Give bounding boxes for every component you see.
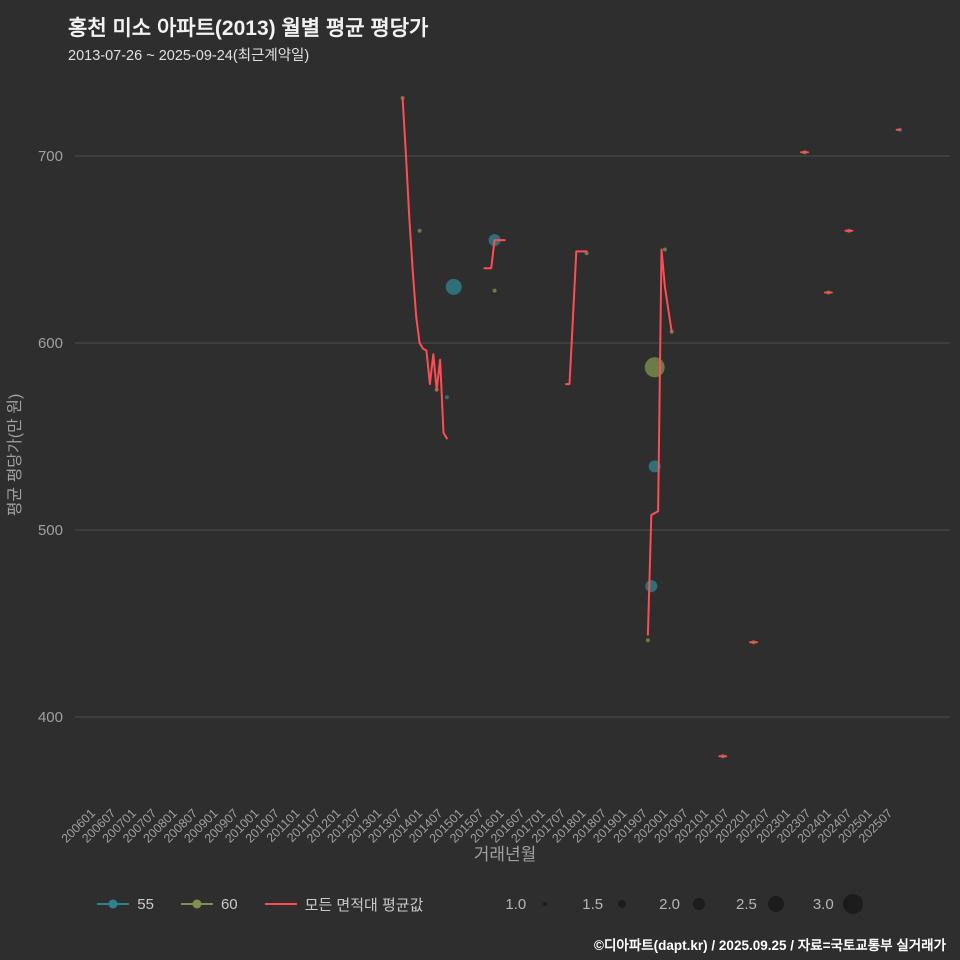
avg-line-segment[interactable] [483,239,506,270]
legend-swatch-icon [264,903,297,905]
size-legend-dot-icon [543,902,548,906]
avg-line-segment[interactable] [401,97,448,440]
legend-swatch-icon [180,899,213,909]
page-title: 홍천 미소 아파트(2013) 월별 평균 평당가 [68,17,429,40]
legend-label: 60 [220,895,238,913]
size-legend-label: 1.0 [505,895,527,913]
legend-item-55[interactable]: 55 [96,896,154,913]
data-point-55[interactable] [645,580,658,593]
data-point-60[interactable] [644,357,665,378]
y-tick-label: 600 [38,335,63,352]
avg-line-segment[interactable] [646,248,673,636]
size-legend-dot-icon [692,898,705,910]
legend-label: 55 [137,895,154,913]
footer-credit: ©디아파트(dapt.kr) / 2025.09.25 / 자료=국토교통부 실… [594,938,946,953]
y-tick-label: 500 [38,522,63,539]
size-legend-item: 3.0 [813,893,864,915]
size-legend-item: 2.5 [736,893,787,915]
size-legend-label: 2.5 [735,895,757,913]
data-point-60[interactable] [645,638,650,643]
size-legend-item: 1.5 [582,893,633,915]
data-point-55[interactable] [444,395,449,400]
size-legend-label: 2.0 [659,895,680,913]
data-point-60[interactable] [662,247,667,252]
y-tick-label: 400 [38,709,63,726]
legend-label: 모든 면적대 평균값 [304,896,424,914]
size-legend-label: 3.0 [812,895,834,913]
size-legend-dot-icon [618,900,627,908]
data-point-60[interactable] [492,288,497,293]
data-point-55[interactable] [445,278,462,295]
size-legend-label: 1.5 [582,895,604,913]
page-subtitle: 2013-07-26 ~ 2025-09-24(최근계약일) [68,48,310,64]
legend-item-60[interactable]: 60 [180,896,238,913]
y-tick-label: 700 [38,148,63,165]
size-legend-item: 1.0 [505,893,556,915]
y-axis-title: 평균 평당가(만 원) [6,394,24,517]
size-legend-dot-icon [767,896,784,912]
size-legend-dot-icon [842,894,863,914]
size-legend-item: 2.0 [659,893,710,915]
legend-item-모든 면적대 평균값[interactable]: 모든 면적대 평균값 [264,894,424,915]
data-point-60[interactable] [417,228,422,233]
legend-swatch-icon [97,899,130,909]
legend: 55 60 모든 면적대 평균값 1.0 1.5 2.0 2.5 3.0 [0,893,960,915]
x-axis-title: 거래년월 [474,845,537,864]
chart-svg: 4005006007002006012006072007012007072008… [6,96,950,864]
avg-line-segment[interactable] [565,250,588,386]
